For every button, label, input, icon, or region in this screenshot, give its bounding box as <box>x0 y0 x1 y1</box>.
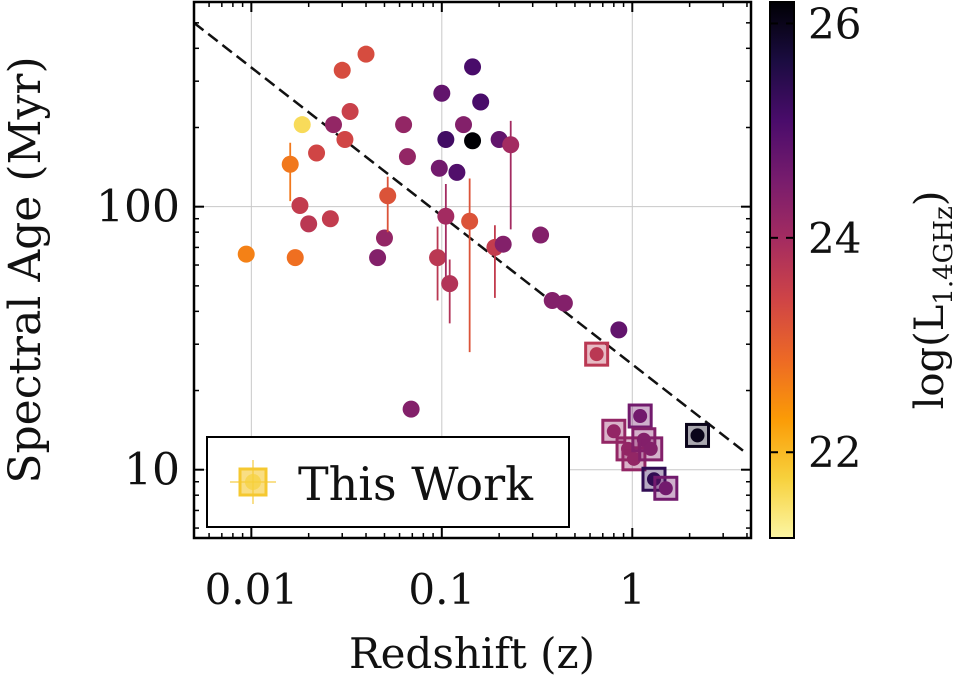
literature-point <box>441 275 459 293</box>
literature-point <box>308 144 326 162</box>
this-work-point <box>658 481 673 496</box>
literature-point <box>502 136 520 154</box>
literature-point <box>461 212 479 230</box>
literature-point <box>281 155 299 173</box>
plot-frame <box>192 0 753 540</box>
legend: This Work <box>206 436 570 528</box>
literature-point <box>379 187 397 205</box>
literature-point <box>375 229 393 247</box>
literature-point <box>464 132 482 150</box>
literature-point <box>437 131 455 149</box>
x-tick-label: 0.1 <box>408 565 475 614</box>
axis-ticks: 0.01 0.1 1 10 100 <box>96 1 751 614</box>
colorbar-tick-label: 22 <box>808 428 861 477</box>
literature-point <box>433 84 451 102</box>
literature-point <box>429 249 447 267</box>
literature-point <box>369 249 387 267</box>
literature-point <box>430 159 448 177</box>
literature-point <box>532 226 550 244</box>
this-work-point <box>606 424 621 439</box>
x-axis-label: Redshift (z) <box>349 629 595 678</box>
literature-point <box>464 58 482 76</box>
literature-point <box>455 116 473 134</box>
this-work-point <box>690 428 705 443</box>
y-axis-label: Spectral Age (Myr) <box>0 56 51 483</box>
literature-point <box>237 245 255 263</box>
legend-label: This Work <box>298 457 534 511</box>
literature-point <box>437 207 455 225</box>
literature-point <box>494 235 512 253</box>
colorbar-label: log(L1.4GHz) <box>907 191 959 410</box>
this-work-point <box>626 451 641 466</box>
literature-point <box>555 294 573 312</box>
literature-point <box>336 131 354 149</box>
literature-point <box>300 215 318 233</box>
colorbar-ticks: 22 24 26 <box>770 0 861 477</box>
literature-point <box>291 197 309 215</box>
literature-point <box>333 61 351 79</box>
colorbar-tick-label: 26 <box>808 0 861 48</box>
literature-point <box>341 103 359 121</box>
x-tick-label: 1 <box>619 565 646 614</box>
colorbar-label-main: log(L <box>907 305 953 410</box>
colorbar-label-sub: 1.4GHz <box>929 206 959 305</box>
data-points-layer <box>237 45 711 501</box>
x-tick-label: 0.01 <box>205 565 299 614</box>
literature-point <box>325 116 343 134</box>
y-tick-label: 10 <box>124 445 180 496</box>
literature-point <box>395 116 413 134</box>
colorbar-label-end: ) <box>907 191 953 207</box>
literature-point <box>321 210 339 228</box>
this-work-point <box>643 441 658 456</box>
literature-point <box>293 116 311 134</box>
colorbar <box>769 1 795 539</box>
y-tick-label: 100 <box>96 182 180 233</box>
legend-marker-square <box>238 467 268 497</box>
literature-point <box>402 400 420 418</box>
svg-text:log(L1.4GHz): log(L1.4GHz) <box>907 191 959 410</box>
this-work-point <box>589 347 604 362</box>
literature-point <box>472 93 490 111</box>
literature-point <box>357 45 375 63</box>
literature-point <box>398 148 416 166</box>
literature-point <box>448 163 466 181</box>
literature-point <box>610 321 628 339</box>
this-work-point <box>633 409 648 424</box>
legend-marker-dot <box>245 474 261 490</box>
colorbar-tick-label: 24 <box>808 214 861 263</box>
literature-point <box>286 249 304 267</box>
